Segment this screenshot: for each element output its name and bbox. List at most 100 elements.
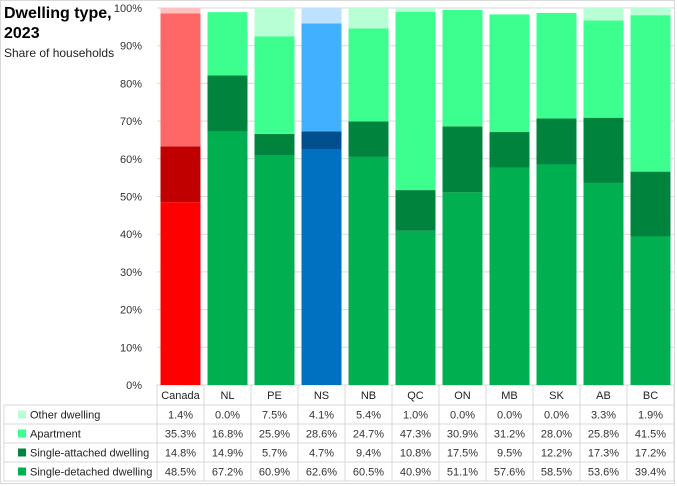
- bar-segment-apartment-qc: [395, 11, 436, 191]
- data-table-cell: 3.3%: [591, 410, 616, 422]
- y-tick-label: 10%: [120, 342, 142, 354]
- y-tick-label: 80%: [120, 78, 142, 90]
- data-table-cell: 30.9%: [447, 429, 478, 441]
- legend-swatch-single-attached-dwelling: [18, 448, 26, 457]
- y-tick-label: 20%: [120, 305, 142, 317]
- data-table-cell: 0.0%: [544, 410, 569, 422]
- bar-segment-single-attached-dwelling-sk: [536, 118, 577, 165]
- data-table-cell: 17.5%: [447, 448, 478, 460]
- data-table-cell: 41.5%: [635, 429, 666, 441]
- chart-subtitle: Share of households: [4, 46, 115, 60]
- legend-label: Apartment: [30, 429, 81, 441]
- data-table-cell: 9.4%: [356, 448, 381, 460]
- bar-segment-single-detached-dwelling-sk: [536, 164, 577, 385]
- bar-segment-other-dwelling-ns: [301, 8, 342, 24]
- bar-segment-single-detached-dwelling-ns: [301, 148, 342, 385]
- y-tick-label: 50%: [120, 192, 142, 204]
- bar-segment-single-detached-dwelling-nl: [207, 131, 248, 385]
- category-label: PE: [267, 390, 282, 402]
- y-tick-label: 100%: [114, 3, 142, 15]
- bar-segment-single-attached-dwelling-pe: [254, 133, 295, 156]
- legend-label: Single-attached dwelling: [30, 448, 149, 460]
- category-label: BC: [643, 390, 658, 402]
- data-table-cell: 57.6%: [494, 467, 525, 479]
- data-table-cell: 1.4%: [168, 410, 193, 422]
- bar-segment-single-attached-dwelling-ns: [301, 131, 342, 149]
- data-table-cell: 62.6%: [306, 467, 337, 479]
- bar-segment-single-attached-dwelling-nl: [207, 75, 248, 132]
- chart-title-line-1: Dwelling type,: [4, 5, 112, 22]
- category-label: QC: [407, 390, 424, 402]
- bar-segment-apartment-canada: [160, 13, 201, 147]
- bar-segment-single-attached-dwelling-canada: [160, 146, 201, 203]
- data-table-cell: 0.0%: [450, 410, 475, 422]
- data-table-cell: 40.9%: [400, 467, 431, 479]
- y-tick-label: 90%: [120, 41, 142, 53]
- bar-segment-single-attached-dwelling-qc: [395, 190, 436, 231]
- data-table-cell: 28.0%: [541, 429, 572, 441]
- bar-segment-single-detached-dwelling-nb: [348, 156, 389, 385]
- data-table-cell: 31.2%: [494, 429, 525, 441]
- bar-segment-apartment-pe: [254, 36, 295, 134]
- category-label: ON: [454, 390, 471, 402]
- data-table-cell: 39.4%: [635, 467, 666, 479]
- bar-segment-single-detached-dwelling-pe: [254, 155, 295, 385]
- data-table-cell: 48.5%: [165, 467, 196, 479]
- legend-label: Other dwelling: [30, 410, 100, 422]
- bar-segment-apartment-on: [442, 9, 483, 127]
- legend-swatch-apartment: [18, 429, 26, 438]
- data-table-cell: 4.7%: [309, 448, 334, 460]
- bar-segment-single-attached-dwelling-nb: [348, 121, 389, 157]
- bar-segment-other-dwelling-canada: [160, 8, 201, 14]
- data-table-cell: 14.8%: [165, 448, 196, 460]
- bar-segment-apartment-sk: [536, 12, 577, 119]
- bar-segment-single-detached-dwelling-canada: [160, 202, 201, 385]
- data-table-cell: 14.9%: [212, 448, 243, 460]
- data-table-cell: 17.2%: [635, 448, 666, 460]
- y-tick-label: 40%: [120, 229, 142, 241]
- chart-title-line-2: 2023: [4, 25, 40, 42]
- data-table-cell: 5.7%: [262, 448, 287, 460]
- bar-segment-single-detached-dwelling-ab: [583, 182, 624, 385]
- category-label: NB: [361, 390, 376, 402]
- data-table-cell: 16.8%: [212, 429, 243, 441]
- bar-segment-single-detached-dwelling-mb: [489, 167, 530, 385]
- bar-segment-single-attached-dwelling-on: [442, 126, 483, 193]
- data-table-cell: 60.5%: [353, 467, 384, 479]
- data-table-cell: 10.8%: [400, 448, 431, 460]
- legend-swatch-single-detached-dwelling: [18, 467, 26, 476]
- data-table-cell: 17.3%: [588, 448, 619, 460]
- data-table-cell: 7.5%: [262, 410, 287, 422]
- data-table-cell: 51.1%: [447, 467, 478, 479]
- data-table-cell: 25.8%: [588, 429, 619, 441]
- data-table-cell: 24.7%: [353, 429, 384, 441]
- data-table-cell: 4.1%: [309, 410, 334, 422]
- data-table-cell: 25.9%: [259, 429, 290, 441]
- bar-segment-single-attached-dwelling-ab: [583, 117, 624, 183]
- data-table-cell: 1.0%: [403, 410, 428, 422]
- bar-segment-single-detached-dwelling-bc: [630, 236, 671, 385]
- bar-segment-apartment-mb: [489, 14, 530, 133]
- category-label: AB: [596, 390, 611, 402]
- legend-label: Single-detached dwelling: [30, 467, 152, 479]
- data-table-cell: 0.0%: [497, 410, 522, 422]
- data-table-cell: 58.5%: [541, 467, 572, 479]
- category-label: NS: [314, 390, 329, 402]
- y-tick-label: 0%: [126, 380, 142, 392]
- bar-segment-apartment-ab: [583, 20, 624, 118]
- data-table-cell: 35.3%: [165, 429, 196, 441]
- category-label: NL: [220, 390, 234, 402]
- bar-segment-single-attached-dwelling-bc: [630, 171, 671, 237]
- y-tick-label: 60%: [120, 154, 142, 166]
- data-table-cell: 53.6%: [588, 467, 619, 479]
- data-table-cell: 47.3%: [400, 429, 431, 441]
- data-table-cell: 0.0%: [215, 410, 240, 422]
- bar-segment-single-attached-dwelling-mb: [489, 132, 530, 168]
- bar-segment-apartment-bc: [630, 15, 671, 172]
- bar-segment-other-dwelling-pe: [254, 8, 295, 37]
- category-label: Canada: [161, 390, 200, 402]
- data-table-cell: 5.4%: [356, 410, 381, 422]
- bar-segment-apartment-nl: [207, 12, 248, 76]
- category-label: MB: [501, 390, 518, 402]
